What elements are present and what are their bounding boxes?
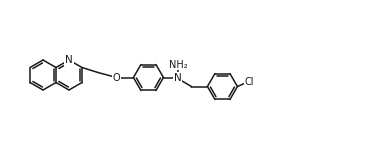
Text: Cl: Cl bbox=[245, 77, 254, 86]
Text: O: O bbox=[113, 73, 120, 83]
Text: NH₂: NH₂ bbox=[169, 59, 188, 70]
Text: N: N bbox=[65, 55, 73, 65]
Text: N: N bbox=[174, 73, 181, 83]
